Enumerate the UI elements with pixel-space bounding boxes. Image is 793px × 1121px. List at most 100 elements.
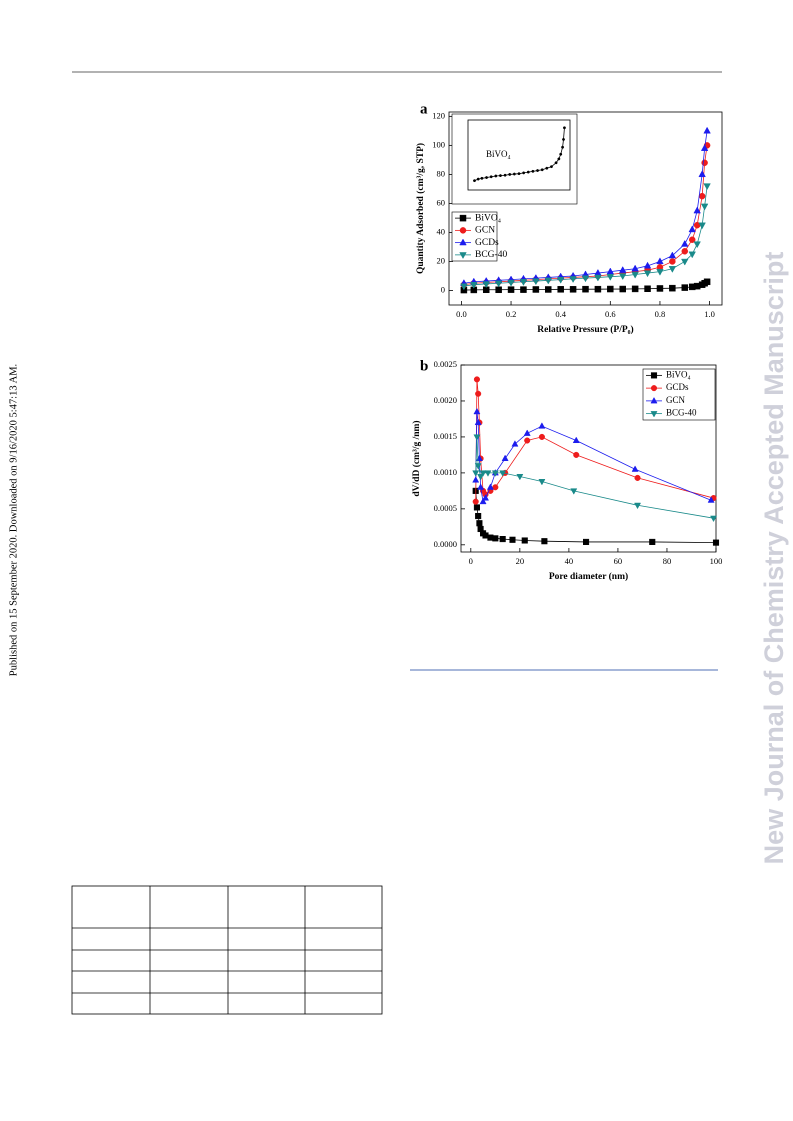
y-tick-label: 0.0005 [434, 503, 457, 513]
marker [459, 227, 467, 234]
y-tick-label: 120 [432, 110, 445, 120]
marker [619, 273, 627, 281]
marker [569, 286, 577, 293]
marker [649, 538, 656, 545]
plot-frame [460, 364, 717, 553]
marker [524, 437, 531, 444]
legend-box [451, 211, 498, 262]
marker [499, 174, 502, 178]
marker [643, 270, 652, 278]
marker [703, 278, 711, 286]
marker [545, 166, 549, 170]
marker [532, 286, 540, 293]
marker [489, 175, 493, 179]
y-tick-label: 80 [437, 168, 446, 178]
marker [473, 434, 481, 441]
inset-label: BiVO₄ [486, 149, 511, 159]
marker [688, 225, 696, 233]
legend-label: GCN [475, 226, 495, 236]
marker [556, 276, 565, 284]
marker [688, 236, 696, 243]
marker [562, 137, 565, 141]
x-tick-label: 0.4 [555, 309, 566, 319]
marker [499, 536, 506, 543]
marker [491, 470, 499, 477]
marker [473, 179, 476, 183]
marker [473, 407, 481, 415]
marker [473, 376, 480, 383]
marker [474, 418, 482, 426]
marker [509, 536, 516, 543]
x-tick-label: 80 [663, 556, 672, 566]
x-tick-label: 100 [710, 556, 723, 566]
marker [512, 172, 516, 176]
y-axis-label: dV/dD (cm³/g /nm) [411, 420, 422, 496]
series-line [475, 490, 717, 544]
marker [700, 144, 709, 151]
marker [540, 168, 544, 172]
legend-label: GCDs [475, 238, 499, 248]
marker [459, 252, 467, 259]
marker [460, 283, 468, 291]
marker [541, 538, 548, 545]
marker [545, 286, 552, 293]
marker [480, 176, 484, 180]
marker [570, 488, 578, 495]
marker [557, 286, 564, 293]
marker [681, 248, 689, 255]
margin-note: Published on 15 September 2020. Download… [8, 364, 19, 676]
marker [523, 429, 531, 436]
y-tick-label: 0 [441, 284, 445, 294]
marker [479, 470, 487, 477]
marker [459, 214, 467, 222]
marker [582, 285, 589, 293]
marker [519, 279, 528, 286]
marker [669, 284, 676, 292]
marker [656, 268, 664, 276]
y-tick-label: 0.0025 [434, 359, 457, 369]
marker [517, 172, 521, 176]
marker [581, 275, 590, 283]
x-tick-label: 0 [469, 556, 473, 566]
marker [698, 170, 706, 178]
x-tick-label: 40 [565, 556, 574, 566]
plot-frame [448, 111, 723, 306]
marker [681, 258, 689, 266]
y-tick-label: 0.0015 [434, 431, 457, 441]
marker [501, 454, 509, 461]
marker [701, 159, 708, 167]
marker [538, 479, 546, 486]
marker [656, 285, 664, 292]
marker [650, 385, 658, 392]
marker [643, 261, 652, 269]
marker [703, 183, 711, 191]
x-tick-label: 1.0 [704, 309, 715, 319]
marker [693, 241, 701, 249]
marker [669, 258, 676, 265]
marker [607, 285, 614, 293]
marker [554, 161, 558, 165]
marker [681, 284, 689, 291]
y-tick-label: 100 [432, 139, 445, 149]
x-tick-label: 0.8 [655, 309, 666, 319]
marker [619, 266, 627, 273]
marker [582, 538, 590, 545]
marker [503, 173, 507, 177]
marker [486, 483, 494, 490]
marker [494, 280, 503, 288]
marker [538, 433, 545, 440]
marker [472, 470, 480, 477]
marker [693, 206, 701, 214]
marker [531, 169, 535, 173]
y-tick-label: 60 [437, 197, 446, 207]
marker [470, 282, 478, 289]
marker [606, 267, 615, 275]
marker [650, 372, 658, 379]
marker [668, 251, 677, 259]
marker [619, 285, 626, 293]
marker [572, 436, 580, 444]
legend-label: GCDs [666, 382, 689, 392]
marker [473, 504, 480, 511]
